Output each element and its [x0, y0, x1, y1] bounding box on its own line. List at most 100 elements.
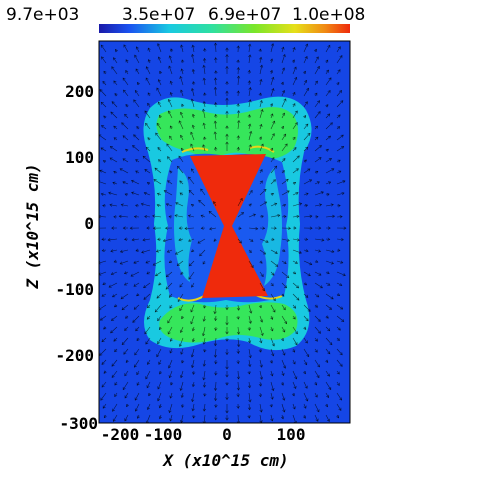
velocity-arrowhead [145, 66, 149, 70]
velocity-arrow [303, 315, 309, 322]
velocity-arrowhead [170, 48, 174, 52]
velocity-arrowhead [259, 56, 263, 60]
velocity-arrow [192, 81, 195, 86]
velocity-arrow [270, 315, 273, 320]
velocity-arrowhead [329, 122, 333, 126]
y-tick-label: -300 [59, 414, 98, 433]
velocity-arrow [215, 315, 217, 321]
velocity-arrowhead [202, 384, 207, 388]
velocity-arrowhead [269, 360, 273, 364]
velocity-arrow [108, 282, 118, 288]
velocity-arrowhead [191, 44, 195, 48]
velocity-arrow [259, 370, 263, 380]
velocity-arrow [259, 124, 262, 130]
velocity-arrow [292, 203, 302, 207]
velocity-arrow [179, 282, 184, 288]
velocity-arrowhead [140, 202, 144, 206]
velocity-arrowhead [305, 237, 309, 241]
velocity-arrow [336, 282, 342, 286]
velocity-arrowhead [326, 193, 330, 197]
velocity-arrowhead [192, 81, 196, 85]
velocity-arrow [179, 192, 184, 196]
velocity-arrow [325, 381, 332, 390]
velocity-arrow [169, 135, 173, 141]
y-axis: 200 100 0 -100 -200 -300 Z (x10^15 cm) [23, 82, 98, 433]
velocity-arrowhead [166, 249, 170, 253]
velocity-arrow [303, 193, 309, 196]
velocity-arrow [292, 103, 296, 108]
velocity-arrow [281, 348, 286, 356]
velocity-arrow [153, 260, 162, 266]
velocity-arrow [270, 326, 273, 332]
velocity-arrow [180, 44, 184, 53]
velocity-arrowhead [178, 343, 182, 347]
velocity-arrow [120, 249, 129, 253]
velocity-arrow [248, 123, 251, 130]
velocity-arrowhead [135, 46, 139, 50]
velocity-arrowhead [122, 386, 126, 391]
velocity-arrow [292, 414, 297, 423]
velocity-arrow [281, 260, 287, 264]
colorbar-label-1: 3.5e+07 [122, 5, 195, 25]
velocity-arrow [336, 170, 341, 174]
velocity-arrow [101, 293, 107, 297]
velocity-arrowhead [342, 180, 346, 184]
velocity-arrow [192, 392, 195, 402]
velocity-arrowhead [225, 47, 229, 51]
velocity-vector-field [99, 42, 347, 423]
velocity-arrow [133, 304, 140, 310]
velocity-arrow [190, 143, 195, 152]
velocity-arrowhead [331, 249, 335, 254]
velocity-arrowhead [327, 328, 331, 332]
velocity-arrow [292, 326, 298, 334]
velocity-arrowhead [339, 283, 343, 287]
velocity-arrow [259, 109, 263, 119]
velocity-arrowhead [190, 321, 194, 325]
velocity-arrow [203, 101, 206, 108]
velocity-arrow [191, 98, 195, 108]
velocity-arrowhead [225, 81, 229, 85]
velocity-arrow [248, 87, 251, 97]
velocity-arrowhead [282, 307, 286, 311]
velocity-arrowhead [153, 179, 157, 183]
velocity-arrowhead [214, 361, 218, 365]
velocity-arrowhead [179, 180, 183, 184]
velocity-arrowhead [292, 349, 296, 353]
velocity-arrow [180, 381, 184, 391]
velocity-arrowhead [259, 64, 264, 68]
velocity-arrowhead [270, 113, 274, 117]
velocity-arrow [237, 304, 240, 311]
velocity-arrow [259, 180, 263, 185]
velocity-arrowhead [174, 251, 179, 255]
velocity-arrow [192, 337, 195, 342]
velocity-arrow [136, 370, 140, 375]
velocity-arrow [145, 337, 151, 345]
velocity-arrow [336, 304, 343, 310]
velocity-arrowhead [101, 384, 105, 388]
velocity-arrowhead [191, 168, 194, 172]
velocity-arrowhead [135, 170, 139, 174]
velocity-arrow [157, 193, 162, 196]
velocity-arrow [314, 348, 318, 353]
velocity-arrowhead [136, 415, 140, 419]
velocity-arrowhead [283, 203, 287, 207]
velocity-arrow [158, 56, 162, 64]
velocity-arrowhead [109, 203, 113, 207]
velocity-arrowhead [119, 261, 123, 265]
velocity-arrowhead [255, 226, 259, 231]
velocity-arrow [303, 392, 308, 402]
velocity-arrow [114, 392, 118, 397]
velocity-arrow [314, 111, 321, 119]
velocity-arrowhead [307, 132, 311, 136]
velocity-arrowhead [281, 372, 285, 377]
velocity-arrowhead [250, 264, 254, 269]
velocity-arrowhead [303, 282, 308, 286]
velocity-arrowhead [258, 349, 262, 353]
velocity-arrowhead [156, 192, 161, 196]
velocity-arrowhead [237, 119, 241, 123]
velocity-arrowhead [179, 192, 183, 196]
velocity-arrow [303, 293, 309, 298]
velocity-arrowhead [327, 113, 331, 117]
velocity-arrow [137, 414, 140, 419]
velocity-arrow [113, 171, 118, 174]
